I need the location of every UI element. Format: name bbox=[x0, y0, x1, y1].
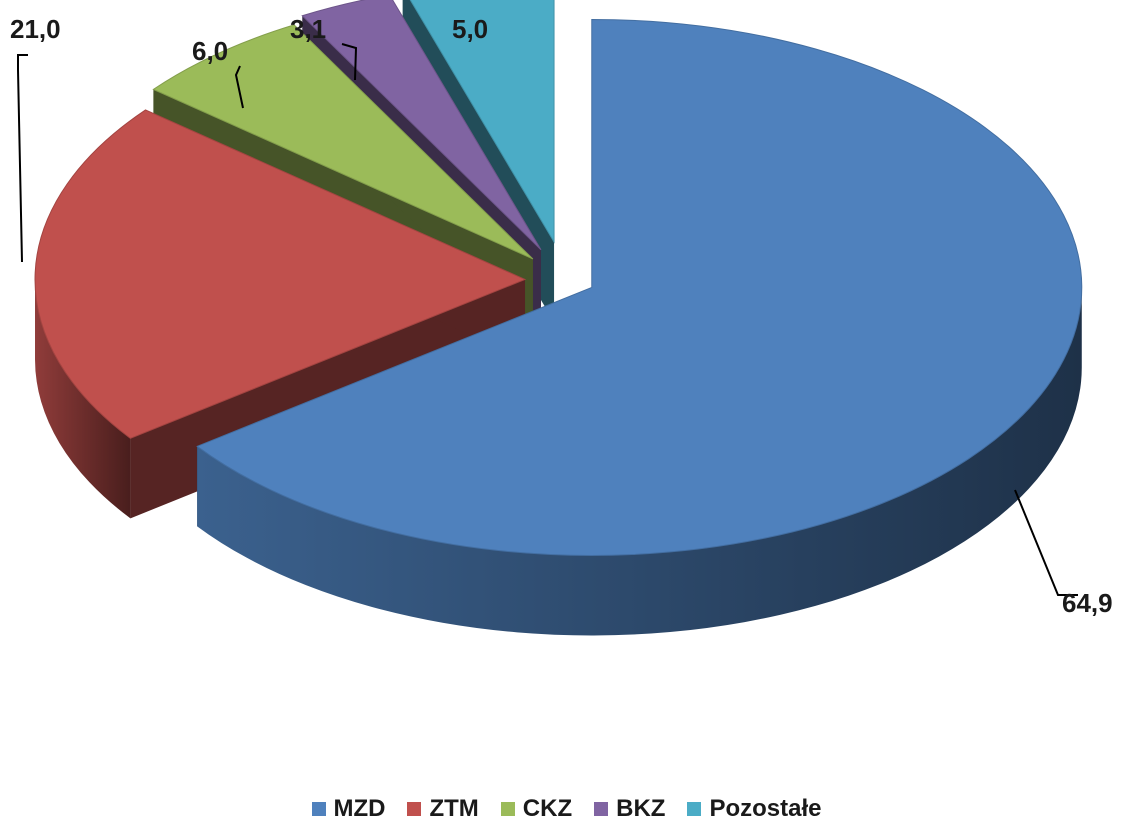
pie-slice-bkz-top bbox=[301, 0, 542, 251]
pie-top-layer bbox=[34, 0, 1083, 556]
legend-item-ckz: CKZ bbox=[500, 795, 573, 823]
pie-slice-mzd-top bbox=[196, 18, 1083, 556]
data-label-bkz: 3,1 bbox=[290, 14, 326, 44]
data-label-ztm: 21,0 bbox=[10, 14, 61, 44]
legend-label-ztm: ZTM bbox=[429, 795, 479, 822]
legend-label-pozostale: Pozostałe bbox=[709, 795, 822, 822]
legend-label-mzd: MZD bbox=[333, 795, 386, 822]
pie-chart-canvas: 64,9 21,0 6,0 3,1 5,0 bbox=[10, 0, 1113, 636]
pie-slice-pozostae-top bbox=[409, 0, 555, 244]
data-label-ckz: 6,0 bbox=[192, 36, 228, 66]
pie-slice-mzd-wall bbox=[197, 287, 1082, 636]
legend-swatch-pozostale bbox=[687, 802, 702, 816]
data-label-mzd: 64,9 bbox=[1062, 588, 1113, 618]
leader-line-mzd bbox=[1014, 489, 1078, 596]
legend-item-bkz: BKZ bbox=[594, 795, 665, 823]
chart-legend: MZD ZTM CKZ BKZ Pozostałe bbox=[0, 795, 1133, 823]
leader-line-ztm bbox=[17, 54, 28, 263]
legend-swatch-ztm bbox=[407, 802, 422, 816]
legend-item-ztm: ZTM bbox=[407, 795, 479, 823]
legend-swatch-ckz bbox=[500, 802, 515, 816]
pie-slice-ztm-wall bbox=[35, 279, 131, 519]
legend-label-bkz: BKZ bbox=[616, 795, 666, 822]
legend-label-ckz: CKZ bbox=[522, 795, 573, 822]
legend-item-mzd: MZD bbox=[311, 795, 386, 823]
leader-line-ckz bbox=[234, 65, 244, 109]
legend-swatch-bkz bbox=[594, 802, 609, 816]
legend-item-pozostale: Pozostałe bbox=[687, 795, 821, 823]
pie-slice-ckz-top bbox=[152, 24, 534, 260]
pie-slice-ztm-top bbox=[34, 109, 527, 439]
legend-swatch-mzd bbox=[311, 802, 326, 816]
data-label-pozostae: 5,0 bbox=[452, 14, 488, 44]
leader-line-bkz bbox=[341, 43, 358, 81]
pie-label-layer: 64,9 21,0 6,0 3,1 5,0 bbox=[10, 14, 1113, 618]
